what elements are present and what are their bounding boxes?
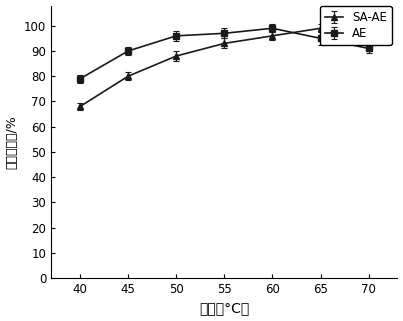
- Y-axis label: 相对酶活力/%: 相对酶活力/%: [6, 115, 19, 169]
- Legend: SA-AE, AE: SA-AE, AE: [320, 6, 392, 45]
- X-axis label: 温度（°C）: 温度（°C）: [199, 301, 249, 316]
